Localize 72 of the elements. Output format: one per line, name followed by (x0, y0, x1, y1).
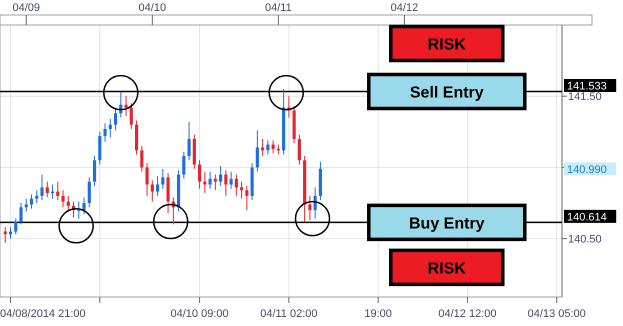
point (294, 200, 330, 236)
candlestick (161, 168, 164, 190)
candlestick (92, 156, 96, 186)
candlestick (182, 151, 186, 180)
text: 140.990 (567, 164, 607, 176)
candlestick (19, 202, 23, 225)
candlestick (219, 165, 222, 186)
warning-box: RISK (389, 24, 505, 62)
label-box: Buy Entry (367, 204, 527, 242)
x-tick-label: 04/12 12:00 (438, 308, 497, 320)
x-tick-label: 19:00 (364, 308, 392, 320)
candlestick (224, 170, 228, 196)
candlestick (156, 175, 160, 196)
candlestick (266, 140, 270, 156)
warning-box: RISK (389, 248, 505, 286)
candlestick (208, 171, 212, 190)
candlestick (30, 194, 34, 210)
candlestick (203, 171, 206, 194)
candlestick (130, 102, 133, 130)
candlestick (124, 96, 128, 117)
candlestick (298, 134, 301, 166)
candlestick (188, 121, 191, 161)
point (268, 74, 304, 110)
candlestick (77, 201, 80, 220)
annotation: RISK (428, 36, 466, 54)
annotation: RISK (428, 260, 466, 278)
candlestick (140, 146, 144, 172)
candlestick (46, 181, 49, 198)
candlestick (88, 176, 91, 208)
x2-tick-label: 04/09 (12, 2, 40, 14)
candlestick (35, 190, 38, 204)
candlestick (24, 198, 28, 212)
candlestick (234, 174, 238, 196)
candlestick (230, 171, 233, 190)
x2-tick-label: 04/11 (265, 2, 292, 14)
candlestick (198, 160, 202, 190)
annotation: Buy Entry (409, 215, 485, 232)
ref-line-label: 140.614 (567, 211, 607, 224)
candlestick (256, 130, 259, 172)
candlestick (14, 218, 18, 235)
candlestick (40, 174, 44, 201)
candlestick (145, 162, 149, 196)
x-tick-label: 04/13 05:00 (528, 308, 586, 320)
point (103, 74, 139, 110)
candlestick (66, 195, 70, 212)
candlestick (272, 140, 275, 154)
y-tick-label: 141.50 (568, 91, 602, 104)
y-tick-label: 140.50 (568, 234, 602, 246)
annotation: Sell Entry (410, 84, 484, 102)
label-box: Sell Entry (367, 72, 527, 110)
candlestick (114, 108, 118, 131)
candlestick (103, 122, 107, 142)
candlestick (150, 180, 154, 202)
candlestick (245, 185, 248, 211)
candlestick (308, 195, 312, 221)
x2-tick-label: 04/10 (138, 2, 166, 14)
x2-tick-label: 04/12 (390, 2, 418, 14)
candlestick (8, 226, 12, 240)
point (152, 204, 188, 240)
candlestick (276, 144, 280, 156)
x-tick-label: 04/08/2014 21:00 (0, 308, 86, 320)
candlestick (261, 138, 264, 157)
x-tick-label: 04/10 09:00 (170, 308, 229, 320)
candlestick (4, 226, 7, 244)
candlestick (56, 181, 60, 201)
candlestick (61, 190, 65, 208)
point (58, 208, 94, 244)
x-tick-label: 04/11 02:00 (260, 308, 318, 320)
candlestick (50, 184, 54, 200)
ref-line-label: 141.533 (567, 80, 607, 93)
candlestick (82, 196, 86, 215)
candlestick (108, 118, 112, 138)
